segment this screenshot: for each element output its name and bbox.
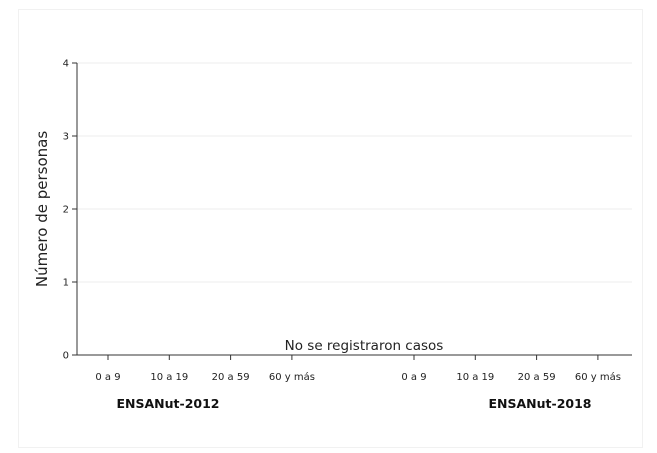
y-axis-title: Número de personas (33, 131, 51, 287)
y-tick-label-1: 1 (63, 278, 69, 289)
no-cases-annotation: No se registraron casos (285, 338, 444, 354)
x-tick-label-g2-1: 0 a 9 (401, 372, 426, 383)
x-tick-label-g2-3: 20 a 59 (518, 372, 556, 383)
y-tick-label-3: 3 (63, 132, 69, 143)
y-tick-label-4: 4 (63, 59, 69, 70)
x-tick-label-g2-4: 60 y más (575, 371, 621, 383)
x-tick-label-g1-1: 0 a 9 (95, 372, 120, 383)
chart-card (19, 10, 642, 447)
x-tick-label-g1-3: 20 a 59 (212, 372, 250, 383)
axes (72, 62, 632, 360)
labels: 0 1 2 3 4 Número de personas 0 a 9 10 a 19 20 a … (33, 59, 621, 412)
x-tick-label-g2-2: 10 a 19 (456, 372, 494, 383)
group-label-2: ENSANut-2018 (489, 396, 592, 411)
y-tick-label-0: 0 (63, 351, 69, 362)
gridlines (77, 62, 632, 283)
x-tick-label-g1-4: 60 y más (269, 371, 315, 383)
group-label-1: ENSANut-2012 (117, 396, 220, 411)
x-tick-label-g1-2: 10 a 19 (150, 372, 188, 383)
y-tick-label-2: 2 (63, 205, 69, 216)
